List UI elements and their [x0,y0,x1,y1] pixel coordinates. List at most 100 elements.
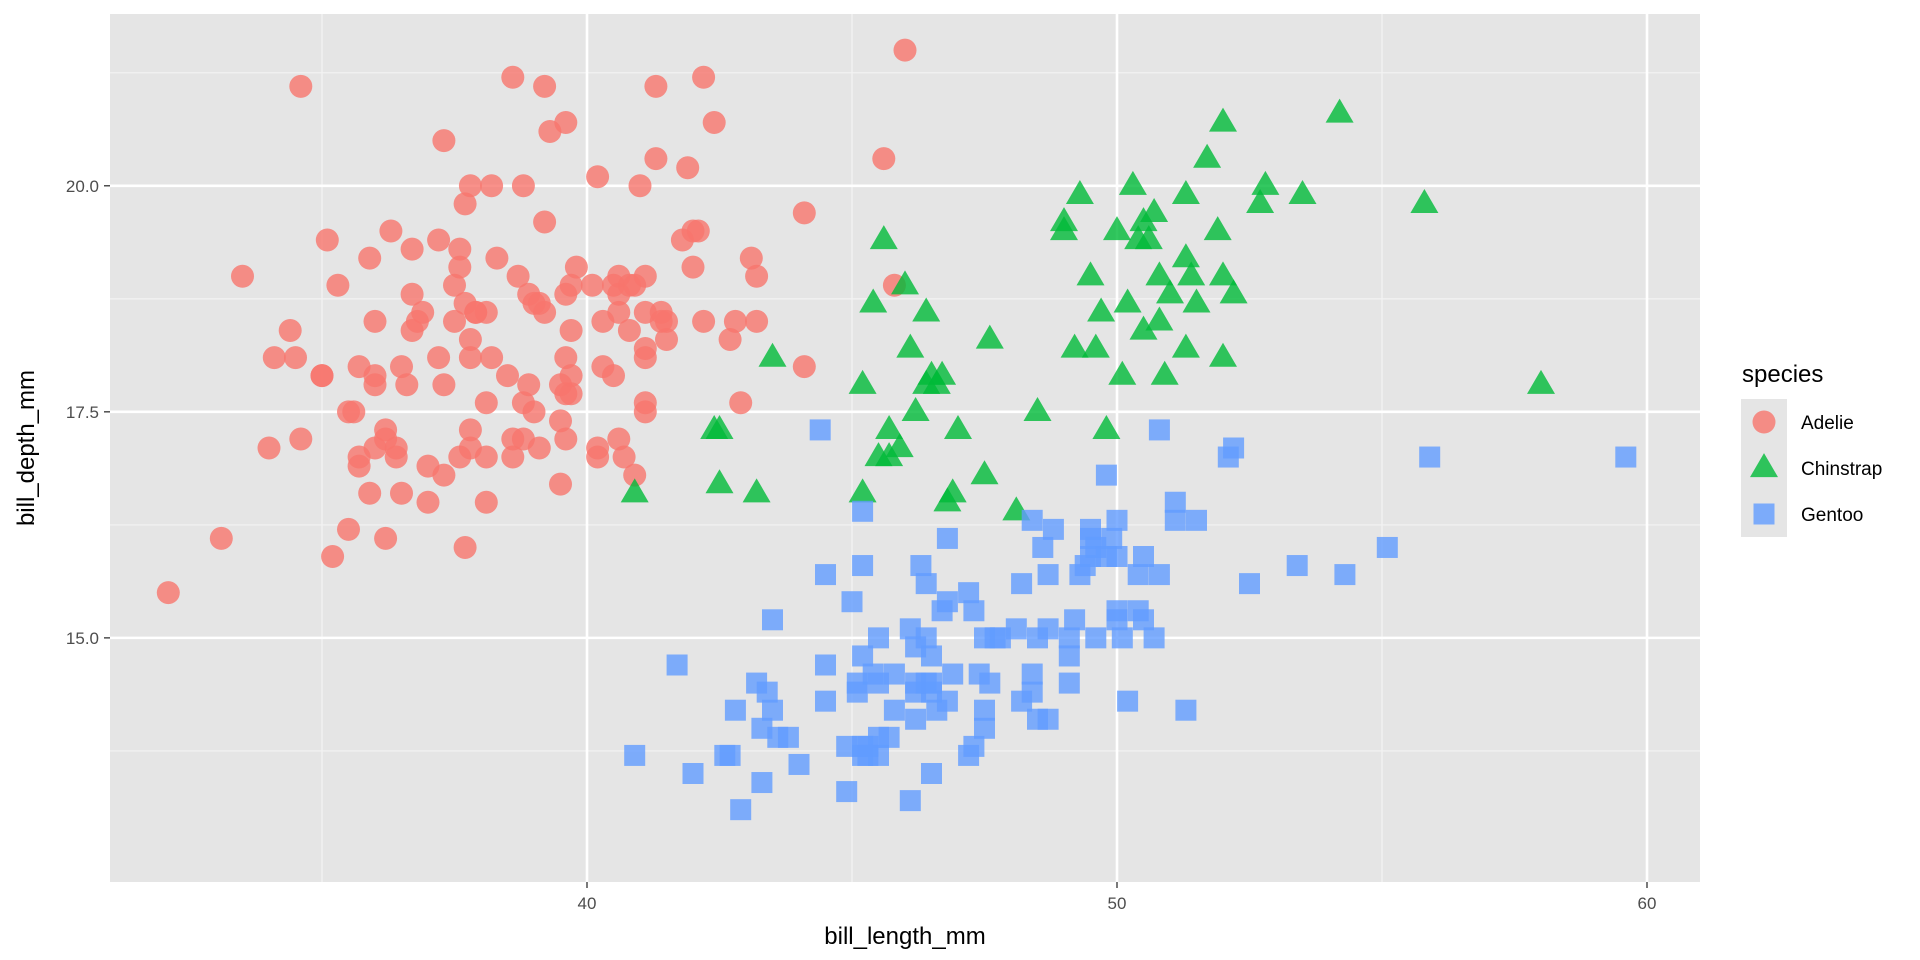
chinstrap-point [1177,261,1206,286]
chinstrap-point [1219,279,1248,304]
adelie-point [554,111,578,134]
chinstrap-point [938,478,967,503]
gentoo-point [1101,527,1123,549]
gentoo-point [751,717,773,739]
chinstrap-point [1023,396,1052,421]
chinstrap-point [1251,170,1280,195]
adelie-point [289,427,313,451]
chinstrap-point [1156,279,1184,304]
adelie-point [522,400,546,424]
series-gentoo [624,419,1637,821]
minor-gridlines [110,14,1700,882]
adelie-point [564,255,588,279]
adelie-point [559,318,583,342]
adelie-point [432,129,456,153]
adelie-point [580,273,604,297]
legend-marker-chinstrap [1750,453,1778,478]
adelie-point [485,246,509,270]
gentoo-point [836,781,858,803]
adelie-point [729,391,753,415]
chinstrap-point [901,396,930,421]
adelie-point [326,273,350,297]
adelie-point [390,355,413,379]
adelie-point [262,346,286,370]
adelie-point [893,38,917,62]
gentoo-point [852,500,874,522]
chinstrap-point [1171,333,1200,358]
adelie-point [284,346,307,370]
adelie-point [257,436,281,460]
gentoo-point [915,573,937,595]
gentoo-point [1021,509,1043,531]
gentoo-point [868,744,889,766]
adelie-point [628,174,652,198]
gentoo-point [1175,699,1197,721]
gentoo-point [815,690,836,712]
chinstrap-point [1050,207,1078,232]
adelie-point [337,517,360,541]
gentoo-point [1148,419,1170,441]
adelie-point [480,346,504,370]
gentoo-point [936,527,958,549]
adelie-point [209,526,233,550]
gentoo-point [1223,437,1245,459]
legend-marker-gentoo [1753,503,1775,525]
adelie-point [549,409,572,433]
adelie-point [681,255,705,279]
gentoo-point [852,645,874,667]
x-tick-label: 50 [1108,894,1127,913]
gentoo-point [1106,600,1128,622]
adelie-point [623,463,647,487]
gentoo-point [1011,573,1033,595]
chinstrap-point [1129,315,1158,340]
gentoo-point [751,772,773,794]
chinstrap-point [1145,306,1174,331]
adelie-point [511,174,535,198]
adelie-point [342,400,366,424]
adelie-point [686,219,710,243]
chinstrap-point [1150,360,1179,385]
adelie-point [586,436,610,460]
chinstrap-point [975,324,1004,349]
gentoo-point [1376,536,1398,558]
gentoo-point [979,672,1001,694]
chinstrap-point [1065,179,1094,204]
adelie-point [448,237,472,261]
adelie-point [655,309,678,333]
gentoo-point [666,654,688,676]
chinstrap-point [1209,342,1237,367]
gentoo-point [868,672,889,694]
adelie-point [358,481,382,505]
y-axis-title: bill_depth_mm [13,370,40,526]
chinstrap-point [1140,198,1169,223]
chinstrap-point [869,225,898,250]
adelie-point [607,300,631,324]
adelie-point [554,427,578,451]
legend-label-chinstrap: Chinstrap [1801,459,1882,480]
adelie-point [607,427,631,451]
gentoo-point [836,735,858,757]
chinstrap-point [1527,369,1555,394]
gentoo-point [1143,627,1165,649]
chinstrap-point [705,469,734,494]
legend-label-gentoo: Gentoo [1801,505,1863,526]
gentoo-point [942,663,964,685]
chinstrap-point [1171,179,1200,204]
gentoo-point [1106,546,1128,567]
adelie-point [474,300,498,324]
legend-title: species [1742,361,1823,388]
gentoo-point [1133,609,1154,631]
chinstrap-point [1087,297,1116,322]
chinstrap-point [1081,333,1110,358]
chinstrap-point [875,415,904,440]
gentoo-point [1334,564,1356,586]
gentoo-point [1286,555,1308,577]
gentoo-point [989,627,1011,649]
adelie-point [310,364,334,388]
adelie-point [156,581,180,605]
gentoo-point [883,699,905,721]
gentoo-point [963,735,985,757]
adelie-point [602,364,625,388]
gentoo-point [682,763,704,784]
gentoo-point [1042,518,1064,540]
